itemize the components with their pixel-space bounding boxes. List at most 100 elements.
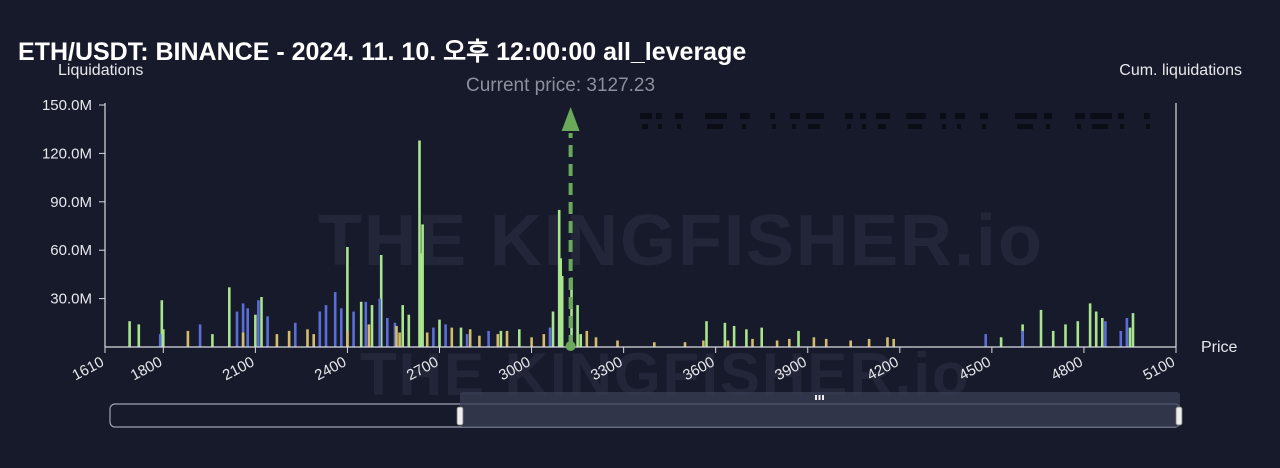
bar [505,330,509,347]
bar [459,327,463,347]
bar [812,337,816,347]
x-tick-label: 2400 [312,354,349,385]
bar [1119,330,1123,347]
bar [499,330,503,347]
legend-dash [942,124,946,129]
legend-dash [675,113,683,119]
legend-dash [940,113,946,119]
legend-dash [845,113,853,119]
bar [418,140,421,347]
bar [352,311,355,347]
legend-dashes [640,113,1150,129]
range-slider[interactable] [109,392,1183,428]
bar [294,322,297,347]
range-slider-selection[interactable] [460,392,1180,427]
y-axis-label: Liquidations [58,62,144,79]
bar [1039,309,1043,347]
bar [751,338,754,347]
legend-dash [707,124,723,129]
legend-dash [847,124,851,129]
bar [1125,318,1129,347]
bar [333,292,337,347]
bar [254,314,257,347]
bar [306,329,309,347]
bar [797,330,800,347]
bar [432,327,435,347]
watermark-main: THE KINGFISHER.io [318,201,1044,281]
bar [1128,327,1132,347]
bar [760,327,763,347]
range-slider-grip-icon[interactable] [815,395,824,400]
bar [450,327,454,347]
legend-dash [955,113,965,119]
bar [128,321,131,347]
current-price-dot [565,341,576,351]
bar [702,340,705,347]
range-slider-left-handle[interactable] [456,406,464,426]
legend-dash [957,124,961,129]
legend-dash [792,124,796,129]
legend-dash [1090,113,1112,119]
bar [398,332,401,347]
bar [425,332,429,347]
legend-dash [742,124,746,129]
bar [186,330,190,347]
legend-dash [770,113,775,119]
bar [465,334,469,347]
bar [542,334,546,347]
range-slider-right-handle[interactable] [1175,406,1183,426]
bar [228,287,231,347]
chart-title: ETH/USDT: BINANCE - 2024. 11. 10. 오후 12:… [18,38,747,66]
current-price-arrow-icon [561,107,580,131]
bar [312,334,315,347]
bar [198,324,202,347]
bar [548,327,552,347]
bar [683,342,687,347]
bar [235,311,239,347]
bar [468,329,472,347]
bar [616,340,619,347]
bar [1088,303,1092,347]
bar [287,330,291,347]
bar [886,337,889,347]
bar [867,338,871,347]
bar [370,305,374,347]
bar [551,311,555,347]
bar [246,308,249,347]
x-tick-label: 1800 [128,354,165,385]
legend-dash [772,124,776,129]
bar [732,326,736,347]
x-tick-label: 4800 [1048,354,1085,385]
legend-dash [982,124,986,129]
bar [557,209,561,347]
x-tick-label: 2100 [220,354,257,385]
legend-dash [1015,113,1037,119]
bar [340,308,343,347]
legend-dash [1120,124,1124,129]
y2-axis-label: Cum. liquidations [1119,62,1242,79]
bar [137,324,141,347]
legend-dash [876,113,890,119]
bar [211,334,214,347]
legend-dash [906,113,926,119]
bar [559,258,562,347]
bar [386,318,389,347]
legend-dash [740,113,750,119]
legend-dash [980,113,988,119]
bar [560,276,564,347]
legend-dash [1046,124,1050,129]
bar [585,330,589,347]
bar [1101,318,1104,347]
bar [653,342,656,347]
x-tick-label: 1610 [69,354,106,385]
bar [1076,321,1080,347]
bar [241,303,245,347]
legend-dash [656,113,662,119]
legend-dash [677,124,681,129]
bar [393,322,397,347]
legend-dash [1017,124,1033,129]
bar [346,330,349,347]
bar [849,340,852,347]
bar [241,332,245,347]
y-tick-label: 30.0M [50,291,92,308]
